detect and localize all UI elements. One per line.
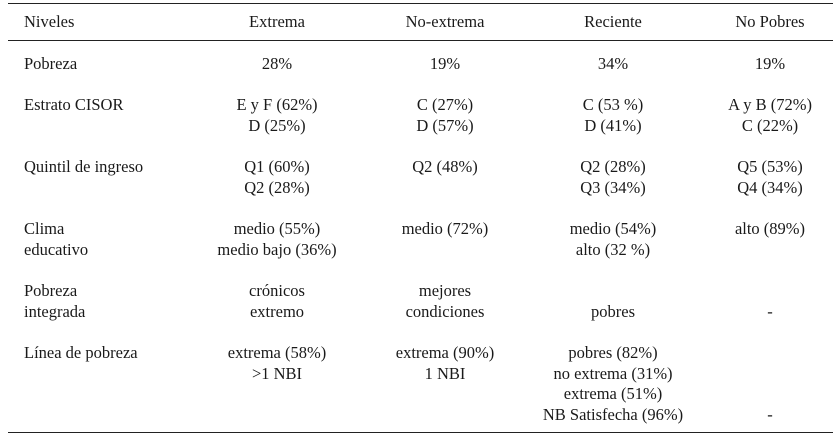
row-label: Pobreza xyxy=(24,54,78,73)
cell-extrema: E y F (62%) D (25%) xyxy=(236,95,318,135)
cell-extrema: crónicos extremo xyxy=(249,281,305,321)
cell-no-extrema: mejores condiciones xyxy=(405,281,485,321)
cell-reciente: Q2 (28%) Q3 (34%) xyxy=(580,157,646,197)
cell-reciente: pobres (82%) no extrema (31%) extrema (5… xyxy=(542,343,684,424)
header-no-extrema: No-extrema xyxy=(405,12,485,31)
cell-no-extrema: extrema (90%) 1 NBI xyxy=(395,343,495,383)
header-reciente: Reciente xyxy=(584,12,642,31)
cell-reciente: medio (54%) alto (32 %) xyxy=(569,219,657,259)
cell-no-extrema: Q2 (48%) xyxy=(412,157,478,176)
cell-no-pobres: A y B (72%) C (22%) xyxy=(728,95,812,135)
cell-no-pobres: alto (89%) xyxy=(734,219,806,238)
cell-no-pobres: - xyxy=(767,301,773,321)
cell-no-extrema: medio (72%) xyxy=(401,219,489,238)
cell-no-pobres: Q5 (53%) Q4 (34%) xyxy=(737,157,803,197)
header-no-pobres: No Pobres xyxy=(735,12,805,31)
cell-extrema: 28% xyxy=(261,54,293,73)
cell-no-pobres: - xyxy=(767,404,773,424)
table-bottom-rule xyxy=(8,432,833,433)
table-top-rule xyxy=(8,3,833,4)
row-label: Estrato CISOR xyxy=(24,95,124,114)
cell-no-extrema: 19% xyxy=(429,54,461,73)
cell-extrema: extrema (58%) >1 NBI xyxy=(227,343,327,383)
table-header-rule xyxy=(8,40,833,41)
header-niveles: Niveles xyxy=(24,12,75,31)
cell-extrema: medio (55%) medio bajo (36%) xyxy=(217,219,337,259)
row-label: Pobreza integrada xyxy=(24,281,86,321)
cell-no-pobres: 19% xyxy=(754,54,786,73)
cell-no-extrema: C (27%) D (57%) xyxy=(416,95,474,135)
row-label: Quintil de ingreso xyxy=(24,157,144,176)
row-label: Línea de pobreza xyxy=(24,343,138,362)
cell-reciente: C (53 %) D (41%) xyxy=(582,95,644,135)
cell-reciente: 34% xyxy=(597,54,629,73)
cell-reciente: pobres xyxy=(591,301,635,321)
cell-extrema: Q1 (60%) Q2 (28%) xyxy=(244,157,310,197)
row-label: Clima educativo xyxy=(24,219,89,259)
header-extrema: Extrema xyxy=(249,12,305,31)
